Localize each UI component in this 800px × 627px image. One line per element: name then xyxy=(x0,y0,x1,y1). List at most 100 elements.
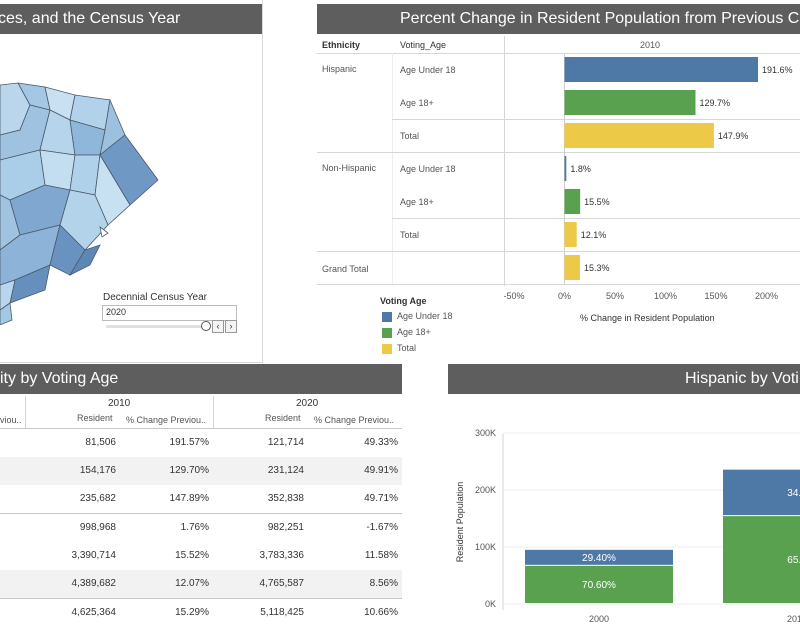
legend-swatch-under18 xyxy=(382,312,392,322)
col-header-change-2010: % Change Previou.. xyxy=(126,415,207,425)
county-map[interactable] xyxy=(0,75,165,325)
legend-title: Voting Age xyxy=(380,296,427,306)
table-row[interactable]: 4,389,682 12.07% 4,765,587 8.56% xyxy=(0,570,402,598)
y-tick-label: 200K xyxy=(475,485,496,495)
stack-segment[interactable] xyxy=(723,469,800,516)
stack-segment-label: 29.40% xyxy=(582,553,616,564)
change-2010: 191.57% xyxy=(169,437,209,448)
x-tick-label: -50% xyxy=(504,291,525,301)
change-2020: 49.33% xyxy=(364,437,398,448)
year-dropdown[interactable]: 2020 xyxy=(102,305,237,321)
y-tick-label: 100K xyxy=(475,542,496,552)
voting-age-row-label: Age Under 18 xyxy=(400,65,456,75)
stack-segment[interactable] xyxy=(723,516,800,603)
resident-2010: 998,968 xyxy=(79,522,116,533)
table-year-2020: 2020 xyxy=(296,398,319,409)
x-tick-label: 50% xyxy=(606,291,624,301)
col-year-header: 2010 xyxy=(640,40,661,50)
legend-swatch-age18plus xyxy=(382,328,392,338)
slider-label: Decennial Census Year xyxy=(103,292,207,303)
resident-2010: 154,176 xyxy=(79,465,116,476)
col-header-change-2020: % Change Previou.. xyxy=(314,415,395,425)
table-row[interactable]: 998,968 1.76% 982,251 -1.67% xyxy=(0,514,402,542)
bar-total[interactable] xyxy=(564,255,580,280)
pct-change-panel: Percent Change in Resident Population fr… xyxy=(317,0,800,362)
map-panel: ces, and the Census Year xyxy=(0,0,263,363)
year-slider-track[interactable] xyxy=(106,325,206,328)
col-voting-age-header: Voting_Age xyxy=(400,40,447,50)
slider-prev-button[interactable]: ‹ xyxy=(212,320,224,333)
bar-value-label: 129.7% xyxy=(699,98,730,108)
voting-age-row-label: Total xyxy=(400,230,420,240)
pct-panel-title: Percent Change in Resident Population fr… xyxy=(317,4,800,34)
table-row[interactable]: 154,176 129.70% 231,124 49.91% xyxy=(0,457,402,485)
change-2020: 11.58% xyxy=(364,550,398,561)
county-region xyxy=(59,189,109,251)
table-row[interactable]: 235,682 147.89% 352,838 49.71% xyxy=(0,485,402,513)
year-slider-handle[interactable] xyxy=(201,321,211,331)
legend-swatch-total xyxy=(382,344,392,354)
ethnicity-nonhispanic: Non-Hispanic xyxy=(322,163,377,173)
bar-age18plus[interactable] xyxy=(564,90,696,115)
change-2010: 147.89% xyxy=(169,493,209,504)
slider-next-button[interactable]: › xyxy=(225,320,237,333)
stack-segment[interactable] xyxy=(525,549,673,565)
change-2020: 10.66% xyxy=(364,607,398,618)
change-2020: 49.91% xyxy=(364,465,398,476)
x-tick-label: 150% xyxy=(704,291,727,301)
table-panel-title: ity by Voting Age xyxy=(0,364,402,394)
bar-age18plus[interactable] xyxy=(564,189,581,214)
hispanic-panel: Hispanic by Voti 0K 100K 200K 300K Resident … xyxy=(448,364,800,624)
resident-2010: 81,506 xyxy=(85,437,116,448)
table-row[interactable]: 4,625,364 15.29% 5,118,425 10.66% xyxy=(0,599,402,627)
table-panel: ity by Voting Age 2010 2020 viou.. Resid… xyxy=(0,364,402,627)
bar-value-label: 12.1% xyxy=(581,230,607,240)
hispanic-stacked-chart: 0K 100K 200K 300K Resident Population 70.60% 2… xyxy=(455,428,800,624)
table-year-2010: 2010 xyxy=(108,398,131,409)
county-region xyxy=(68,244,101,276)
resident-2020: 121,714 xyxy=(267,437,304,448)
hisp-panel-title: Hispanic by Voti xyxy=(448,364,800,394)
change-2010: 15.52% xyxy=(175,550,209,561)
resident-2020: 352,838 xyxy=(267,493,304,504)
bar-under18[interactable] xyxy=(564,156,567,181)
bar-total[interactable] xyxy=(564,222,577,247)
bar-value-label: 15.3% xyxy=(584,263,610,273)
x-category-label: 2000 xyxy=(589,614,609,624)
y-tick-label: 0K xyxy=(485,599,496,609)
resident-2020: 5,118,425 xyxy=(260,607,304,618)
bar-value-label: 147.9% xyxy=(718,131,749,141)
col-header-resident-2010: Resident xyxy=(77,413,113,423)
stack-segment-label: 70.60% xyxy=(582,580,616,591)
resident-2010: 235,682 xyxy=(79,493,116,504)
legend-label: Age 18+ xyxy=(397,327,431,337)
x-tick-label: 100% xyxy=(654,291,677,301)
county-region xyxy=(0,302,13,325)
pct-change-chart: 191.6% 129.7% 147.9% 1.8% 15.5% 12.1% 15.3% -50… xyxy=(504,53,793,301)
change-2020: 8.56% xyxy=(369,578,398,589)
voting-age-row-label: Age Under 18 xyxy=(400,164,456,174)
col-header-resident-2020: Resident xyxy=(265,413,301,423)
y-axis-label: Resident Population xyxy=(455,482,465,563)
ethnicity-hispanic: Hispanic xyxy=(322,64,357,74)
stack-segment[interactable] xyxy=(525,565,673,603)
change-2010: 12.07% xyxy=(175,578,209,589)
bar-total[interactable] xyxy=(564,123,714,148)
resident-2010: 4,389,682 xyxy=(71,578,117,589)
change-2010: 1.76% xyxy=(180,522,209,533)
y-tick-label: 300K xyxy=(475,428,496,438)
resident-2020: 4,765,587 xyxy=(259,578,305,589)
x-tick-label: 200% xyxy=(755,291,778,301)
table-row[interactable]: 81,506 191.57% 121,714 49.33% xyxy=(0,429,402,457)
change-2010: 129.70% xyxy=(169,465,209,476)
resident-2010: 4,625,364 xyxy=(71,607,117,618)
bar-under18[interactable] xyxy=(564,57,759,82)
change-2010: 15.29% xyxy=(175,607,209,618)
legend-label: Age Under 18 xyxy=(397,311,453,321)
col-ethnicity-header: Ethnicity xyxy=(322,40,361,50)
pct-axis-label: % Change in Resident Population xyxy=(580,313,715,323)
x-category-label: 2010 xyxy=(787,614,800,624)
table-row[interactable]: 3,390,714 15.52% 3,783,336 11.58% xyxy=(0,542,402,570)
resident-2020: 3,783,336 xyxy=(259,550,305,561)
resident-2010: 3,390,714 xyxy=(71,550,117,561)
